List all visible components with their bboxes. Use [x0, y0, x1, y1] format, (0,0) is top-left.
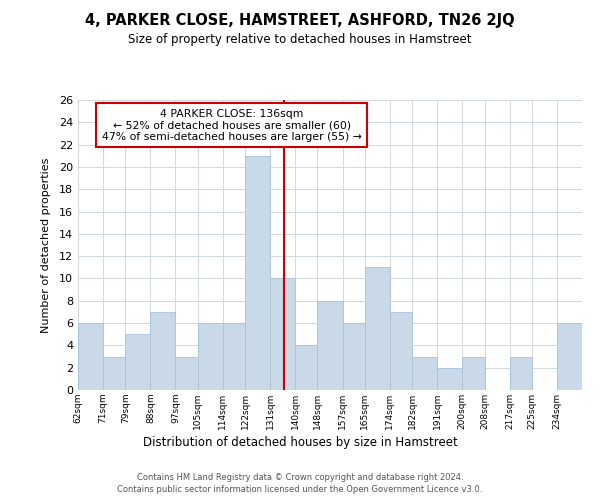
- Bar: [365, 268, 390, 390]
- Bar: [317, 301, 343, 390]
- Bar: [125, 334, 151, 390]
- Text: Contains public sector information licensed under the Open Government Licence v3: Contains public sector information licen…: [118, 484, 482, 494]
- Bar: [412, 356, 437, 390]
- Bar: [295, 346, 317, 390]
- Bar: [223, 323, 245, 390]
- Text: Contains HM Land Registry data © Crown copyright and database right 2024.: Contains HM Land Registry data © Crown c…: [137, 473, 463, 482]
- Bar: [103, 356, 125, 390]
- Bar: [343, 323, 365, 390]
- Bar: [270, 278, 295, 390]
- Text: Size of property relative to detached houses in Hamstreet: Size of property relative to detached ho…: [128, 32, 472, 46]
- Text: 4, PARKER CLOSE, HAMSTREET, ASHFORD, TN26 2JQ: 4, PARKER CLOSE, HAMSTREET, ASHFORD, TN2…: [85, 12, 515, 28]
- Text: Distribution of detached houses by size in Hamstreet: Distribution of detached houses by size …: [143, 436, 457, 449]
- Bar: [557, 323, 582, 390]
- Bar: [151, 312, 175, 390]
- Bar: [175, 356, 198, 390]
- Bar: [462, 356, 485, 390]
- Bar: [437, 368, 462, 390]
- Y-axis label: Number of detached properties: Number of detached properties: [41, 158, 50, 332]
- Bar: [198, 323, 223, 390]
- Bar: [509, 356, 532, 390]
- Text: 4 PARKER CLOSE: 136sqm
← 52% of detached houses are smaller (60)
47% of semi-det: 4 PARKER CLOSE: 136sqm ← 52% of detached…: [102, 108, 362, 142]
- Bar: [245, 156, 270, 390]
- Bar: [78, 323, 103, 390]
- Bar: [390, 312, 412, 390]
